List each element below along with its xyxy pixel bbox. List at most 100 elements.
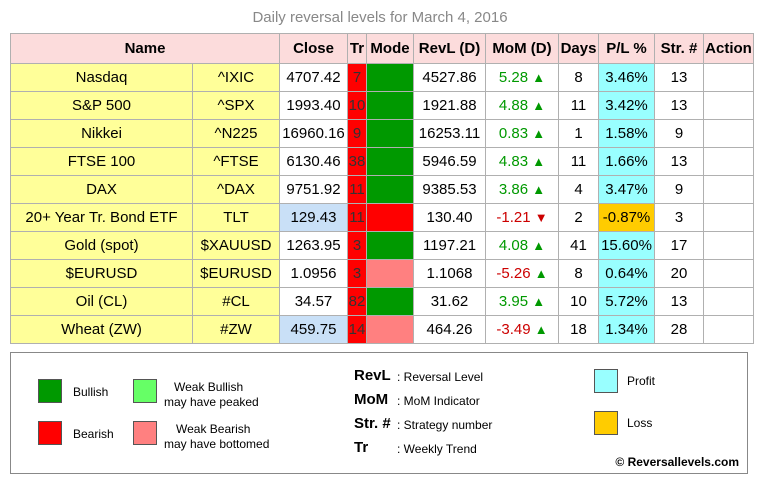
- table-header-row: Name Close Tr Mode RevL (D) MoM (D) Days…: [10, 33, 754, 64]
- row-name: Gold (spot): [10, 231, 193, 260]
- header-str: Str. #: [654, 33, 704, 64]
- row-str: 28: [654, 315, 704, 344]
- row-str: 9: [654, 119, 704, 148]
- row-close: 1993.40: [279, 91, 348, 120]
- up-arrow-icon: ▲: [532, 70, 546, 85]
- row-revl: 4527.86: [413, 63, 486, 92]
- row-mom: 5.28 ▲: [485, 63, 559, 92]
- row-ticker: ^IXIC: [192, 63, 280, 92]
- row-name: Nasdaq: [10, 63, 193, 92]
- weak-bullish-swatch: [133, 379, 157, 403]
- weak-bullish-note: may have peaked: [164, 395, 259, 409]
- header-pl: P/L %: [598, 33, 655, 64]
- mom-value: 4.08: [498, 237, 529, 254]
- row-tr: 3: [347, 259, 367, 288]
- row-mom: -5.26 ▲: [485, 259, 559, 288]
- page-title: Daily reversal levels for March 4, 2016: [252, 9, 508, 26]
- def-key-revl: RevL: [354, 367, 391, 384]
- row-ticker: $XAUUSD: [192, 231, 280, 260]
- row-str: 17: [654, 231, 704, 260]
- mom-value: 4.83: [498, 153, 529, 170]
- row-days: 4: [558, 175, 599, 204]
- row-pl: -0.87%: [598, 203, 655, 232]
- row-action: [703, 63, 754, 92]
- table-body: Nasdaq ^IXIC 4707.42 7 4527.86 5.28 ▲ 8 3.46% 13…: [10, 63, 754, 344]
- row-close: 16960.16: [279, 119, 348, 148]
- row-ticker: ^FTSE: [192, 147, 280, 176]
- row-days: 10: [558, 287, 599, 316]
- row-tr: 9: [347, 119, 367, 148]
- row-str: 20: [654, 259, 704, 288]
- def-key-mom: MoM: [354, 391, 389, 408]
- row-tr: 10: [347, 91, 367, 120]
- row-name: Nikkei: [10, 119, 193, 148]
- row-pl: 1.34%: [598, 315, 655, 344]
- row-name: Wheat (ZW): [10, 315, 193, 344]
- table-row: Gold (spot) $XAUUSD 1263.95 3 1197.21 4.08 ▲ 4…: [10, 231, 754, 260]
- up-arrow-icon: ▲: [532, 182, 546, 197]
- bullish-label: Bullish: [73, 385, 109, 399]
- row-pl: 0.64%: [598, 259, 655, 288]
- header-tr: Tr: [347, 33, 367, 64]
- mom-value: 0.83: [498, 125, 529, 142]
- up-arrow-icon: ▲: [532, 98, 546, 113]
- def-key-tr: Tr: [354, 439, 369, 456]
- row-tr: 82: [347, 287, 367, 316]
- row-pl: 3.47%: [598, 175, 655, 204]
- mom-value: -5.26: [496, 265, 531, 282]
- row-revl: 1921.88: [413, 91, 486, 120]
- row-mom: -3.49 ▲: [485, 315, 559, 344]
- row-revl: 1197.21: [413, 231, 486, 260]
- row-close: 1263.95: [279, 231, 348, 260]
- header-close: Close: [279, 33, 348, 64]
- row-days: 11: [558, 147, 599, 176]
- mom-value: 4.88: [498, 97, 529, 114]
- row-ticker: TLT: [192, 203, 280, 232]
- header-mom: MoM (D): [485, 33, 559, 64]
- table-row: Wheat (ZW) #ZW 459.75 14 464.26 -3.49 ▲ 18 1.34…: [10, 315, 754, 344]
- row-mom: 0.83 ▲: [485, 119, 559, 148]
- row-str: 13: [654, 147, 704, 176]
- row-mode: [366, 63, 414, 92]
- mom-value: 5.28: [498, 69, 529, 86]
- table-row: $EURUSD $EURUSD 1.0956 3 1.1068 -5.26 ▲ 8 0.64%…: [10, 259, 754, 288]
- row-mode: [366, 91, 414, 120]
- row-action: [703, 147, 754, 176]
- mom-value: 3.86: [498, 181, 529, 198]
- up-arrow-icon: ▲: [534, 322, 548, 337]
- table-row: S&P 500 ^SPX 1993.40 10 1921.88 4.88 ▲ 11 3.42%…: [10, 91, 754, 120]
- header-name: Name: [10, 33, 280, 64]
- row-str: 13: [654, 91, 704, 120]
- row-mode: [366, 287, 414, 316]
- row-str: 13: [654, 63, 704, 92]
- row-tr: 11: [347, 175, 367, 204]
- row-revl: 9385.53: [413, 175, 486, 204]
- row-days: 8: [558, 63, 599, 92]
- row-tr: 38: [347, 147, 367, 176]
- row-name: 20+ Year Tr. Bond ETF: [10, 203, 193, 232]
- row-tr: 3: [347, 231, 367, 260]
- table-row: Nikkei ^N225 16960.16 9 16253.11 0.83 ▲ 1 1.58%…: [10, 119, 754, 148]
- row-pl: 3.46%: [598, 63, 655, 92]
- row-name: S&P 500: [10, 91, 193, 120]
- row-revl: 16253.11: [413, 119, 486, 148]
- row-close: 129.43: [279, 203, 348, 232]
- row-mode: [366, 231, 414, 260]
- row-action: [703, 175, 754, 204]
- row-revl: 31.62: [413, 287, 486, 316]
- row-days: 11: [558, 91, 599, 120]
- row-revl: 5946.59: [413, 147, 486, 176]
- row-ticker: ^N225: [192, 119, 280, 148]
- row-pl: 1.66%: [598, 147, 655, 176]
- row-tr: 14: [347, 315, 367, 344]
- row-ticker: #ZW: [192, 315, 280, 344]
- def-val-str: : Strategy number: [397, 418, 493, 432]
- row-mom: -1.21 ▼: [485, 203, 559, 232]
- row-mode: [366, 259, 414, 288]
- row-name: $EURUSD: [10, 259, 193, 288]
- row-tr: 7: [347, 63, 367, 92]
- row-mom: 4.08 ▲: [485, 231, 559, 260]
- row-str: 3: [654, 203, 704, 232]
- table-row: 20+ Year Tr. Bond ETF TLT 129.43 11 130.40 -1…: [10, 203, 754, 232]
- row-ticker: ^SPX: [192, 91, 280, 120]
